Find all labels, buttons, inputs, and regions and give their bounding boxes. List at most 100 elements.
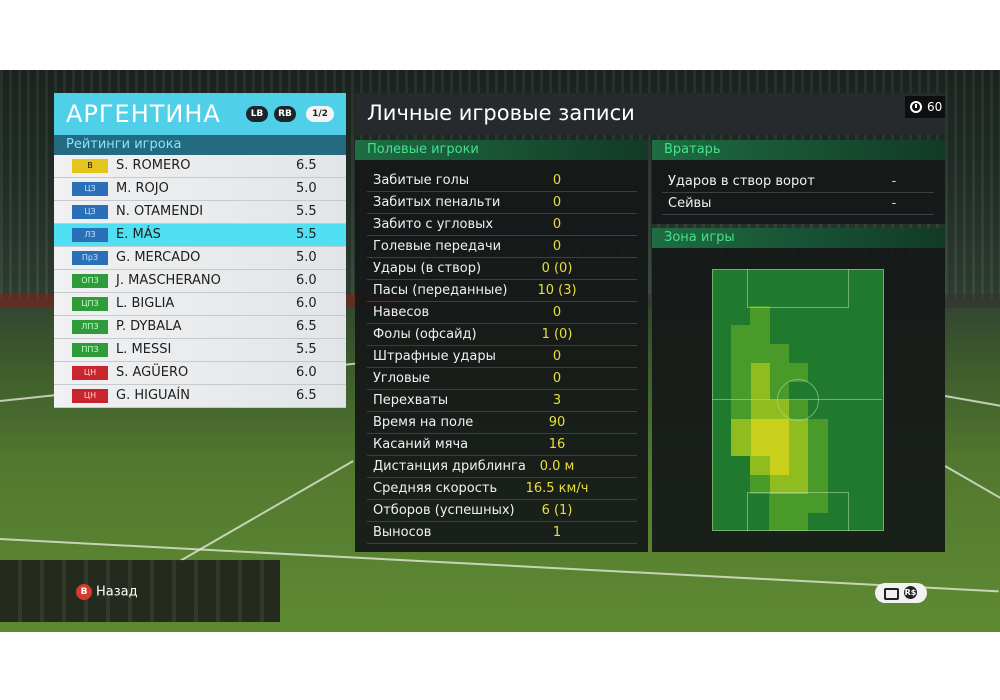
heatmap-cell <box>750 343 771 363</box>
heatmap-cell <box>788 474 809 494</box>
heatmap-pitch <box>712 269 884 531</box>
player-row[interactable]: ОПЗ J. MASCHERANO 6.0 <box>54 270 346 293</box>
heatmap-cell <box>769 474 790 494</box>
stat-row: Забито с угловых 0 <box>367 214 637 236</box>
player-name: P. DYBALA <box>116 319 182 334</box>
player-row[interactable]: ЦЗ M. ROJO 5.0 <box>54 178 346 201</box>
heatmap-cell <box>750 456 771 476</box>
stat-label: Забито с угловых <box>373 217 494 232</box>
stat-row: Забитые голы 0 <box>367 170 637 192</box>
goalkeeper-panel: Вратарь Ударов в створ ворот - Сейвы - <box>652 140 945 224</box>
stat-label: Касаний мяча <box>373 437 469 452</box>
chat-controls[interactable]: R$ <box>875 583 927 603</box>
bottom-penalty-box <box>747 492 849 531</box>
heatmap-cell <box>731 343 752 363</box>
stat-label: Ударов в створ ворот <box>668 174 815 189</box>
player-name: S. AGÜERO <box>116 365 189 380</box>
player-name: E. MÁS <box>116 227 161 242</box>
position-badge: ЦЗ <box>72 205 108 219</box>
player-row[interactable]: ППЗ L. MESSI 5.5 <box>54 339 346 362</box>
player-name: G. HIGUAÍN <box>116 388 190 403</box>
player-row[interactable]: ПрЗ G. MERCADO 5.0 <box>54 247 346 270</box>
player-row[interactable]: В S. ROMERO 6.5 <box>54 155 346 178</box>
stat-label: Отборов (успешных) <box>373 503 515 518</box>
heatmap-cell <box>807 456 828 476</box>
stat-value: - <box>891 174 897 189</box>
top-penalty-box <box>747 269 849 308</box>
stat-row: Голевые передачи 0 <box>367 236 637 258</box>
team-header: АРГЕНТИНА LB RB 1/2 <box>54 93 346 135</box>
heatmap-cell <box>807 493 828 513</box>
player-row[interactable]: ЦН S. AGÜERO 6.0 <box>54 362 346 385</box>
player-row[interactable]: ЛПЗ P. DYBALA 6.5 <box>54 316 346 339</box>
chat-icon[interactable] <box>884 588 899 600</box>
heatmap-cell <box>788 362 809 382</box>
heatmap-cell <box>769 362 790 382</box>
stat-row: Штрафные удары 0 <box>367 346 637 368</box>
stat-value: 16.5 км/ч <box>525 481 589 496</box>
player-name: N. OTAMENDI <box>116 204 204 219</box>
stat-row: Время на поле 90 <box>367 412 637 434</box>
pitch-line <box>944 465 1000 502</box>
stat-value: - <box>891 196 897 211</box>
heatmap-cell <box>731 362 752 382</box>
player-row[interactable]: ЛЗ E. MÁS 5.5 <box>54 224 346 247</box>
heatmap-cell <box>788 493 809 513</box>
player-row[interactable]: ЦЗ N. OTAMENDI 5.5 <box>54 201 346 224</box>
heatmap-cell <box>807 418 828 438</box>
heatmap-cell <box>750 418 771 438</box>
heatmap-cell <box>731 381 752 401</box>
page-indicator: 1/2 <box>306 106 334 122</box>
stat-row: Угловые 0 <box>367 368 637 390</box>
fence <box>0 560 280 622</box>
player-rating: 5.5 <box>296 204 317 219</box>
heatmap-cell <box>750 437 771 457</box>
player-row[interactable]: ЦПЗ L. BIGLIA 6.0 <box>54 293 346 316</box>
stat-row: Средняя скорость 16.5 км/ч <box>367 478 637 500</box>
outfield-title: Полевые игроки <box>355 140 648 160</box>
position-badge: ППЗ <box>72 343 108 357</box>
zone-title: Зона игры <box>652 228 945 248</box>
records-header: Личные игровые записи <box>355 93 945 135</box>
stat-value: 90 <box>548 415 566 430</box>
stat-row: Сейвы - <box>662 193 934 215</box>
stat-value: 0 <box>552 371 562 386</box>
clock-icon <box>910 101 922 113</box>
player-name: M. ROJO <box>116 181 169 196</box>
stat-value: 6 (1) <box>541 503 573 518</box>
heatmap-cell <box>769 418 790 438</box>
position-badge: В <box>72 159 108 173</box>
stat-label: Угловые <box>373 371 430 386</box>
timer: 60 <box>905 96 945 118</box>
stat-label: Забитых пенальти <box>373 195 501 210</box>
player-rating: 5.0 <box>296 181 317 196</box>
position-badge: ПрЗ <box>72 251 108 265</box>
player-row[interactable]: ЦН G. HIGUAÍN 6.5 <box>54 385 346 408</box>
heatmap-cell <box>750 306 771 326</box>
back-button[interactable]: B Назад <box>76 584 138 600</box>
rs-button-icon[interactable]: R$ <box>904 586 917 599</box>
stat-row: Отборов (успешных) 6 (1) <box>367 500 637 522</box>
position-badge: ЛЗ <box>72 228 108 242</box>
stat-label: Пасы (переданные) <box>373 283 508 298</box>
team-panel: АРГЕНТИНА LB RB 1/2 Рейтинги игрока В S. … <box>54 93 346 408</box>
heatmap-cell <box>769 343 790 363</box>
player-name: L. BIGLIA <box>116 296 175 311</box>
position-badge: ЦПЗ <box>72 297 108 311</box>
player-name: G. MERCADO <box>116 250 201 265</box>
back-label: Назад <box>96 584 138 600</box>
rb-button[interactable]: RB <box>274 106 296 122</box>
stat-row: Навесов 0 <box>367 302 637 324</box>
heatmap-cell <box>769 456 790 476</box>
center-circle <box>777 379 819 421</box>
player-rating: 6.0 <box>296 296 317 311</box>
stat-label: Средняя скорость <box>373 481 498 496</box>
stat-label: Фолы (офсайд) <box>373 327 477 342</box>
stat-value: 1 (0) <box>541 327 573 342</box>
zone-panel: Зона игры <box>652 228 945 552</box>
outfield-panel: Полевые игроки Забитые голы 0 Забитых пена… <box>355 140 648 552</box>
player-rating: 6.5 <box>296 158 317 173</box>
lb-button[interactable]: LB <box>246 106 268 122</box>
heatmap-cell <box>788 512 809 531</box>
position-badge: ЦН <box>72 366 108 380</box>
